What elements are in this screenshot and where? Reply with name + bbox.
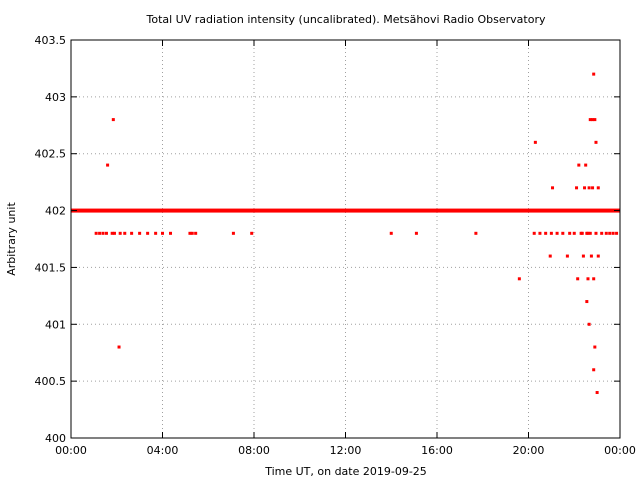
- data-point: [161, 231, 164, 235]
- data-point: [118, 231, 122, 235]
- data-point: [548, 254, 552, 258]
- y-tick-label: 403: [45, 91, 66, 104]
- baseline-points: [71, 208, 620, 213]
- x-tick-label: 00:00: [55, 444, 87, 457]
- data-point: [594, 231, 598, 235]
- data-point: [517, 277, 521, 281]
- data-point: [538, 231, 542, 235]
- y-axis-label: Arbitrary unit: [5, 202, 18, 276]
- data-point: [532, 231, 536, 235]
- data-point: [474, 231, 478, 235]
- y-tick-label: 400.5: [35, 375, 67, 388]
- data-point: [555, 231, 559, 235]
- data-point: [588, 118, 592, 122]
- data-point: [231, 231, 235, 235]
- data-point: [169, 231, 173, 235]
- data-point: [591, 186, 595, 190]
- data-point: [596, 254, 600, 258]
- data-point: [592, 277, 596, 281]
- data-point: [587, 322, 591, 326]
- data-point: [594, 140, 598, 144]
- data-point: [138, 231, 142, 235]
- data-point: [596, 186, 600, 190]
- data-point: [592, 368, 596, 372]
- data-point: [585, 300, 589, 304]
- data-point: [604, 231, 608, 235]
- y-axis: 400 400.5 401 401.5 402 402.5 403 403.5: [35, 34, 620, 445]
- data-point: [98, 231, 102, 235]
- data-point: [544, 231, 548, 235]
- data-point: [561, 231, 565, 235]
- x-axis: 00:00 04:00 08:00 12:00 16:00 20:00 00:00: [55, 40, 636, 457]
- y-tick-label: 403.5: [35, 34, 67, 47]
- data-point: [250, 231, 254, 235]
- data-point: [117, 345, 121, 349]
- data-point: [565, 254, 569, 258]
- data-point: [593, 118, 597, 122]
- x-tick-label: 20:00: [513, 444, 545, 457]
- data-point: [549, 231, 553, 235]
- data-point: [615, 231, 619, 235]
- data-point: [587, 186, 591, 190]
- y-tick-label: 400: [45, 432, 66, 445]
- data-point: [589, 254, 593, 258]
- y-tick-label: 401.5: [35, 261, 67, 274]
- data-point: [94, 231, 98, 235]
- data-point: [600, 231, 604, 235]
- data-point: [588, 231, 592, 235]
- data-point: [123, 231, 127, 235]
- data-point: [577, 163, 581, 167]
- data-point: [595, 391, 599, 395]
- chart-title: Total UV radiation intensity (uncalibrat…: [146, 13, 546, 26]
- data-point: [586, 277, 590, 281]
- y-tick-label: 402.5: [35, 148, 67, 161]
- data-point: [608, 231, 612, 235]
- data-point: [130, 231, 134, 235]
- x-axis-label: Time UT, on date 2019-09-25: [264, 465, 427, 478]
- data-point: [575, 186, 579, 190]
- data-point: [104, 231, 108, 235]
- data-point: [572, 231, 576, 235]
- data-point: [551, 186, 555, 190]
- data-point: [576, 277, 580, 281]
- data-point: [586, 231, 590, 235]
- data-point: [533, 140, 537, 144]
- data-point: [568, 231, 572, 235]
- data-point: [190, 231, 194, 235]
- x-tick-label: 12:00: [330, 444, 362, 457]
- data-point: [110, 231, 114, 235]
- data-point: [106, 163, 110, 167]
- x-tick-label: 04:00: [147, 444, 179, 457]
- data-point: [584, 163, 588, 167]
- data-point: [593, 345, 597, 349]
- data-point: [194, 231, 198, 235]
- data-point: [583, 186, 587, 190]
- x-tick-label: 16:00: [421, 444, 453, 457]
- x-tick-label: 08:00: [238, 444, 270, 457]
- y-tick-label: 402: [45, 205, 66, 218]
- data-point: [154, 231, 158, 235]
- data-point: [389, 231, 393, 235]
- data-point: [414, 231, 418, 235]
- data-point: [188, 231, 192, 235]
- data-point: [101, 231, 105, 235]
- data-point: [580, 231, 584, 235]
- scatter-points: [94, 72, 619, 395]
- data-point: [112, 231, 116, 235]
- data-point: [581, 254, 585, 258]
- data-point: [591, 118, 595, 122]
- baseline-series: [71, 208, 620, 213]
- y-tick-label: 401: [45, 318, 66, 331]
- data-point: [611, 231, 615, 235]
- data-point: [592, 72, 596, 76]
- data-point: [146, 231, 150, 235]
- data-point: [111, 118, 115, 122]
- x-tick-label: 00:00: [604, 444, 636, 457]
